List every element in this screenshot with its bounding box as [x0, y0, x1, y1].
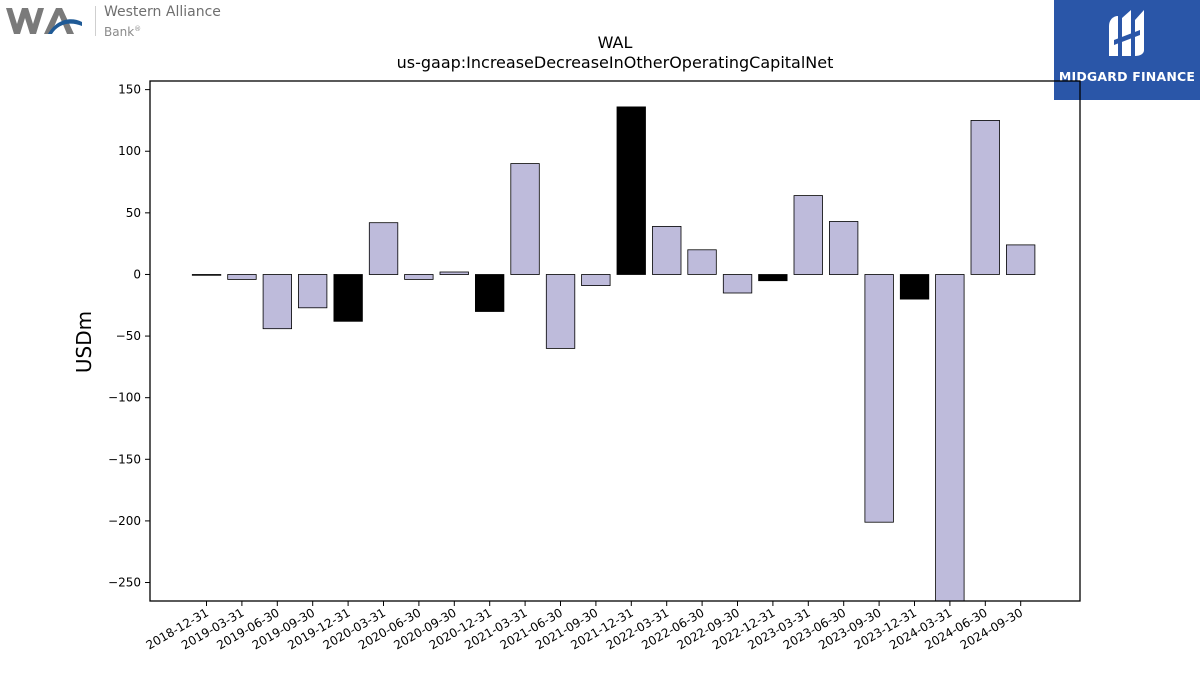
bar-2020-09-30	[439, 271, 469, 275]
bar-2019-03-31	[227, 274, 257, 280]
bar-2019-12-31	[333, 274, 363, 322]
bar-2022-12-31	[758, 274, 788, 282]
y-tick-label: −100	[108, 391, 141, 405]
midgard-logo-icon	[1109, 10, 1144, 56]
bar-2021-12-31	[616, 106, 646, 275]
y-tick-label: −200	[108, 514, 141, 528]
y-axis-ticks: 150 100 50 0 −50 −100 −150 −200 −250	[108, 83, 150, 590]
bar-2019-09-30	[297, 274, 328, 309]
y-tick-label: −50	[116, 329, 141, 343]
registered-mark: ®	[134, 25, 142, 33]
wal-logo-icon	[6, 8, 82, 34]
y-tick-label: −250	[108, 576, 141, 590]
bar-2019-06-30	[262, 274, 293, 330]
bar-2021-09-30	[581, 274, 611, 287]
x-axis-ticks: 2018-12-312019-03-312019-06-302019-09-30…	[144, 601, 1025, 652]
company-subname: Bank®	[104, 25, 142, 39]
bar-series	[191, 106, 1036, 602]
bar-2022-09-30	[722, 274, 753, 294]
company-name: Western Alliance	[104, 4, 221, 20]
y-tick-label: 100	[118, 144, 141, 158]
y-axis-label: USDm	[72, 311, 96, 373]
bar-2022-03-31	[652, 225, 682, 275]
chart-title: WAL	[598, 33, 633, 52]
midgard-finance-badge: MIDGARD FINANCE	[1054, 0, 1200, 100]
western-alliance-logo: Western Alliance Bank®	[4, 4, 244, 40]
logo-divider	[95, 6, 96, 36]
y-tick-label: 0	[133, 267, 141, 281]
bar-2018-12-31	[191, 274, 222, 276]
bar-2023-09-30	[864, 274, 894, 523]
plot-frame	[149, 80, 1081, 602]
bar-2023-06-30	[829, 221, 859, 275]
bar-2024-03-31	[935, 274, 965, 602]
bar-2023-03-31	[793, 195, 823, 275]
midgard-brand-label: MIDGARD FINANCE	[1058, 69, 1196, 84]
chart-subtitle: us-gaap:IncreaseDecreaseInOtherOperating…	[397, 53, 834, 72]
bar-2020-12-31	[474, 274, 505, 312]
bar-2020-03-31	[368, 222, 399, 275]
bar-2021-06-30	[545, 274, 576, 349]
bar-2024-06-30	[970, 120, 1000, 275]
bar-2021-03-31	[510, 163, 540, 275]
bar-2024-09-30	[1006, 244, 1036, 275]
bar-2023-12-31	[899, 274, 930, 300]
bar-2020-06-30	[404, 274, 434, 280]
y-tick-label: 150	[118, 83, 141, 97]
bar-2022-06-30	[687, 249, 717, 275]
y-tick-label: −150	[108, 452, 141, 466]
y-tick-label: 50	[126, 206, 141, 220]
